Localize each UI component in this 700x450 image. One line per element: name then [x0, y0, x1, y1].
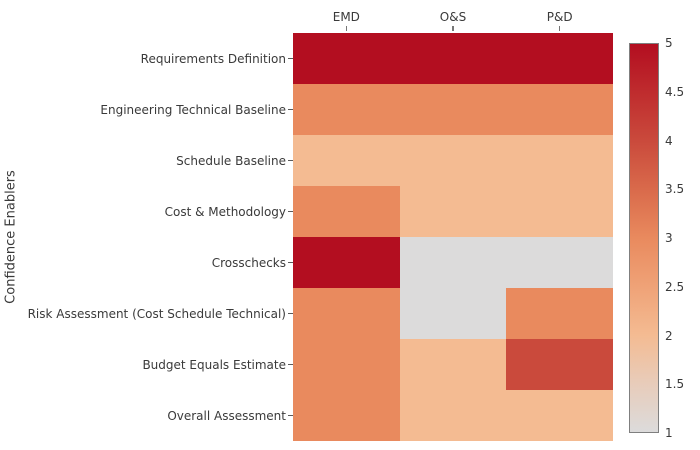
row-label: Schedule Baseline — [176, 153, 286, 168]
heatmap-cell — [399, 390, 507, 441]
colorbar-tick-label: 2.5 — [665, 279, 685, 294]
heatmap-cell — [399, 135, 507, 186]
heatmap-cell — [399, 186, 507, 237]
y-tick-mark — [288, 57, 293, 60]
heatmap-cell — [506, 390, 613, 441]
row-label: Risk Assessment (Cost Schedule Technical… — [27, 306, 286, 321]
heatmap-cell — [506, 84, 613, 135]
heatmap-cell — [293, 288, 400, 339]
y-tick-mark — [288, 159, 293, 162]
row-label: Overall Assessment — [167, 408, 286, 423]
x-tick-mark — [345, 26, 348, 31]
y-tick-mark — [288, 108, 293, 111]
colorbar-tick-label: 3.5 — [665, 182, 685, 197]
heatmap-cell — [506, 288, 613, 339]
heatmap-cell — [399, 339, 507, 390]
heatmap-cell — [293, 135, 400, 186]
row-label: Requirements Definition — [140, 51, 286, 66]
heatmap-cell — [399, 237, 507, 288]
heatmap-cell — [293, 186, 400, 237]
heatmap-cell — [506, 186, 613, 237]
heatmap-cell — [506, 339, 613, 390]
row-label: Engineering Technical Baseline — [100, 102, 286, 117]
colorbar-tick-label: 3 — [665, 231, 673, 245]
colorbar-tick-label: 1 — [665, 426, 673, 440]
y-tick-mark — [288, 363, 293, 366]
colorbar-tick-label: 4.5 — [665, 84, 685, 99]
heatmap-cell — [293, 339, 400, 390]
heatmap-cell — [293, 33, 400, 84]
heatmap-cell — [506, 237, 613, 288]
column-label: EMD — [332, 10, 360, 24]
heatmap-grid — [293, 33, 613, 441]
row-label: Budget Equals Estimate — [142, 357, 286, 372]
y-axis-label: Confidence Enablers — [3, 170, 19, 304]
heatmap-cell — [506, 135, 613, 186]
heatmap-cell — [506, 33, 613, 84]
heatmap-cell — [293, 84, 400, 135]
colorbar-tick-label: 1.5 — [665, 377, 685, 392]
colorbar-tick-label: 5 — [665, 36, 673, 50]
y-tick-mark — [288, 414, 293, 417]
heatmap-cell — [293, 237, 400, 288]
heatmap-cell — [399, 288, 507, 339]
colorbar-tick-label: 2 — [665, 328, 673, 343]
row-label: Crosschecks — [211, 255, 286, 270]
colorbar-tick-label: 4 — [665, 133, 673, 148]
row-label: Cost & Methodology — [164, 204, 286, 219]
y-tick-mark — [288, 261, 293, 264]
y-tick-mark — [288, 312, 293, 315]
x-tick-mark — [558, 26, 561, 31]
heatmap-cell — [399, 33, 507, 84]
column-label: P&D — [546, 10, 573, 24]
x-tick-mark — [452, 26, 454, 31]
heatmap-cell — [293, 390, 400, 441]
column-label: O&S — [439, 10, 467, 24]
heatmap-cell — [399, 84, 507, 135]
colorbar — [629, 43, 659, 433]
y-tick-mark — [288, 210, 293, 213]
